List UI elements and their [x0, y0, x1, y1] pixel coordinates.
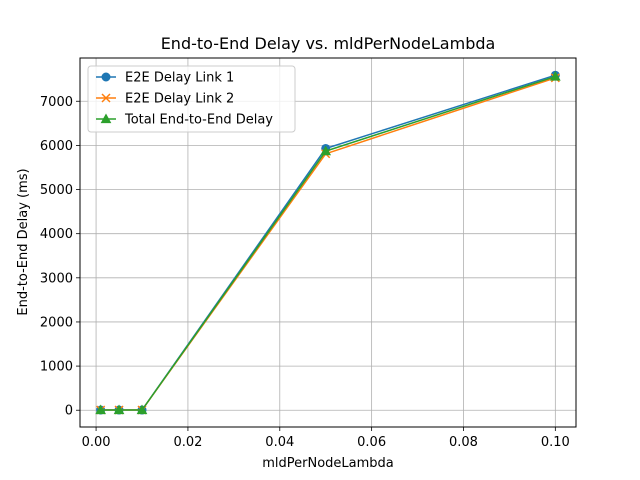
legend: E2E Delay Link 1 E2E Delay Link 2 Total En… — [87, 65, 296, 133]
data-point — [113, 404, 125, 415]
y-tick-label: 5000 — [40, 183, 73, 198]
legend-marker — [101, 72, 111, 82]
x-axis-title: mldPerNodeLambda — [262, 456, 394, 471]
x-tick-label: 0.06 — [357, 435, 386, 450]
y-tick-label: 0 — [65, 404, 73, 419]
y-tick-label: 4000 — [40, 227, 73, 242]
y-tick-label: 1000 — [40, 360, 73, 375]
x-tick-label: 0.02 — [173, 435, 202, 450]
chart-title: End-to-End Delay vs. mldPerNodeLambda — [161, 34, 496, 53]
legend-item: E2E Delay Link 2 — [96, 92, 234, 107]
legend-box — [87, 65, 296, 133]
data-point — [95, 404, 107, 415]
data-point — [549, 71, 561, 81]
x-tick-label: 0.08 — [449, 435, 478, 450]
y-tick-label: 3000 — [40, 271, 73, 286]
legend-item: E2E Delay Link 1 — [96, 71, 234, 86]
series-3 — [95, 71, 561, 415]
series-layer — [95, 70, 561, 415]
x-axis: 0.00 0.02 0.04 0.06 0.08 0.10 — [82, 427, 570, 450]
data-point — [136, 404, 148, 415]
y-axis: 0 1000 2000 3000 4000 5000 6000 7000 — [40, 95, 80, 419]
y-tick-label: 6000 — [40, 139, 73, 154]
plot-frame — [79, 57, 577, 428]
legend-label: E2E Delay Link 1 — [125, 71, 234, 86]
legend-marker — [100, 113, 112, 124]
legend-label: E2E Delay Link 2 — [125, 92, 234, 107]
y-tick-label: 2000 — [40, 315, 73, 330]
legend-marker — [101, 93, 111, 103]
y-tick-label: 7000 — [40, 95, 73, 110]
y-axis-title: End-to-End Delay (ms) — [16, 168, 31, 315]
x-tick-label: 0.04 — [265, 435, 294, 450]
x-tick-label: 0.10 — [541, 435, 570, 450]
legend-item: Total End-to-End Delay — [96, 113, 273, 128]
data-point — [320, 145, 332, 156]
legend-label: Total End-to-End Delay — [124, 113, 273, 128]
x-tick-label: 0.00 — [82, 435, 111, 450]
